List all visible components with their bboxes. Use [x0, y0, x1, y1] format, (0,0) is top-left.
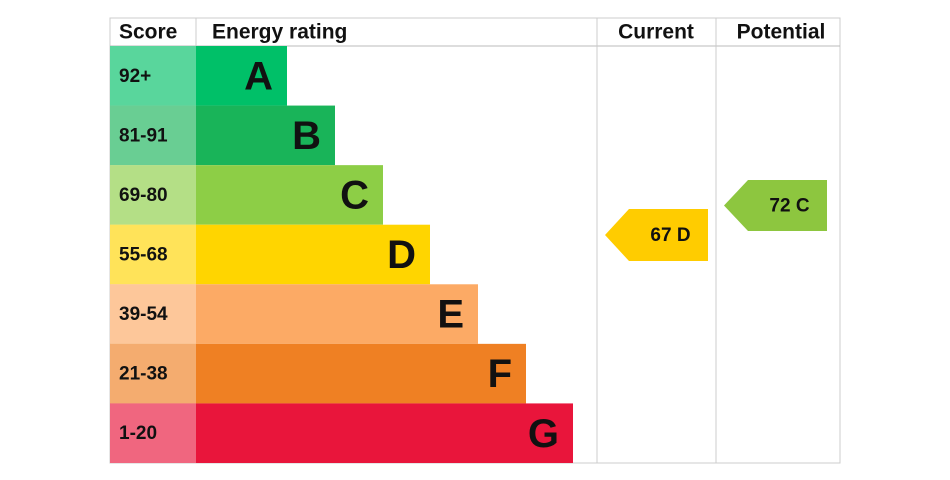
score-label: 39-54	[119, 304, 168, 325]
rating-bar	[196, 284, 478, 344]
header-rating: Energy rating	[212, 21, 347, 44]
rating-letter: F	[488, 352, 512, 396]
current-arrow	[605, 209, 708, 261]
score-tint	[110, 224, 196, 285]
score-tint	[110, 284, 196, 344]
rating-bar	[196, 105, 335, 166]
score-tint	[110, 105, 196, 166]
score-tint	[110, 343, 196, 404]
rating-letter: D	[387, 233, 416, 277]
current-label: 67 D	[650, 225, 690, 246]
score-tint	[110, 403, 196, 463]
rating-bar	[196, 403, 573, 463]
score-tint	[110, 46, 196, 106]
score-cell	[110, 46, 196, 106]
score-label: 81-91	[119, 125, 168, 146]
rating-bar	[196, 46, 287, 106]
score-tint	[110, 165, 196, 225]
rating-letter: B	[292, 114, 321, 158]
score-cell	[110, 105, 196, 166]
rating-letter: E	[437, 293, 464, 337]
potential-label: 72 C	[769, 196, 809, 217]
score-cell	[110, 284, 196, 344]
rating-bar	[196, 165, 383, 225]
rating-letter: C	[340, 173, 369, 217]
score-label: 92+	[119, 66, 151, 87]
score-cell	[110, 403, 196, 463]
score-cell	[110, 165, 196, 225]
score-cell	[110, 224, 196, 285]
score-label: 69-80	[119, 185, 168, 206]
rating-letter: A	[244, 54, 273, 98]
score-cell	[110, 343, 196, 404]
potential-arrow	[724, 180, 827, 231]
rating-letter: G	[528, 412, 559, 456]
header-score: Score	[119, 21, 177, 44]
score-label: 1-20	[119, 423, 157, 444]
rating-bar	[196, 224, 430, 285]
rating-bar	[196, 343, 526, 404]
header-potential: Potential	[737, 21, 826, 44]
score-label: 55-68	[119, 245, 168, 266]
score-label: 21-38	[119, 364, 168, 385]
header-current: Current	[618, 21, 694, 44]
